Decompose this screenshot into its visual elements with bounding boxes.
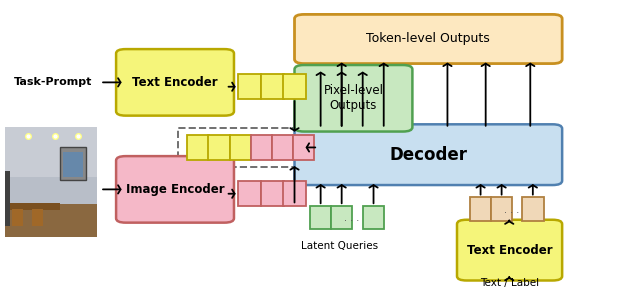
FancyBboxPatch shape xyxy=(457,220,562,281)
Text: Text Encoder: Text Encoder xyxy=(467,244,552,257)
FancyBboxPatch shape xyxy=(294,14,562,64)
FancyBboxPatch shape xyxy=(260,74,284,99)
FancyBboxPatch shape xyxy=(250,135,272,160)
FancyBboxPatch shape xyxy=(310,206,332,229)
FancyBboxPatch shape xyxy=(331,206,353,229)
FancyBboxPatch shape xyxy=(294,124,562,185)
FancyBboxPatch shape xyxy=(260,181,284,206)
FancyBboxPatch shape xyxy=(470,197,492,221)
FancyBboxPatch shape xyxy=(230,135,251,160)
Text: Decoder: Decoder xyxy=(389,146,467,164)
FancyBboxPatch shape xyxy=(116,49,234,116)
FancyBboxPatch shape xyxy=(292,135,314,160)
Text: Pixel-level
Outputs: Pixel-level Outputs xyxy=(323,84,383,112)
FancyBboxPatch shape xyxy=(522,197,543,221)
Text: . . .: . . . xyxy=(344,213,359,223)
FancyBboxPatch shape xyxy=(491,197,513,221)
Text: Latent Queries: Latent Queries xyxy=(301,241,378,251)
Text: Image Encoder: Image Encoder xyxy=(125,183,225,196)
FancyBboxPatch shape xyxy=(116,156,234,223)
FancyBboxPatch shape xyxy=(283,74,306,99)
FancyBboxPatch shape xyxy=(239,74,261,99)
FancyBboxPatch shape xyxy=(283,181,306,206)
Text: Task-Prompt: Task-Prompt xyxy=(14,77,93,87)
FancyBboxPatch shape xyxy=(209,135,230,160)
Text: Token-level Outputs: Token-level Outputs xyxy=(367,32,490,46)
FancyBboxPatch shape xyxy=(188,135,209,160)
FancyBboxPatch shape xyxy=(239,181,261,206)
FancyBboxPatch shape xyxy=(363,206,385,229)
FancyBboxPatch shape xyxy=(294,65,412,131)
Text: . . .: . . . xyxy=(504,205,519,215)
Text: Text Encoder: Text Encoder xyxy=(132,76,218,89)
FancyBboxPatch shape xyxy=(271,135,293,160)
Text: Text / Label: Text / Label xyxy=(480,278,539,288)
